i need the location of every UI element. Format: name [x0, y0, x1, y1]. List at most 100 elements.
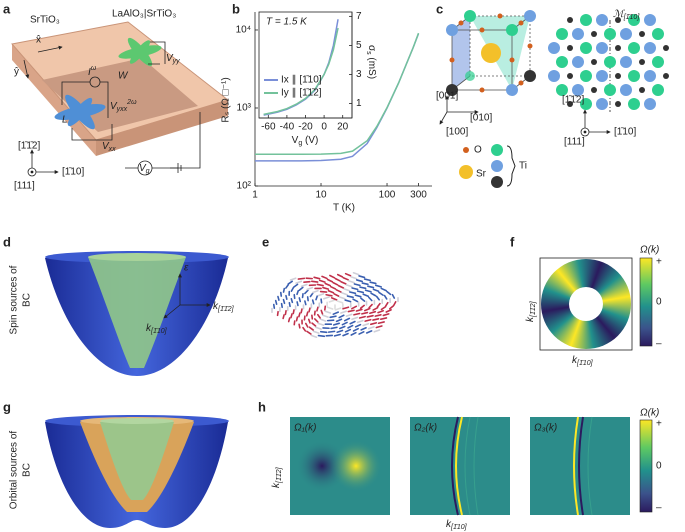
arrow — [366, 314, 374, 318]
arrow — [311, 280, 319, 283]
curvature-maps — [290, 416, 630, 516]
device-schematic — [11, 21, 230, 177]
arrow — [370, 292, 377, 297]
lattice-site — [644, 70, 656, 82]
panel-label: c — [436, 1, 443, 16]
axis-label-part: k — [446, 519, 452, 530]
axis-label: k[1̄1̄2] — [271, 466, 283, 488]
arrow — [372, 288, 380, 292]
arrow — [317, 313, 321, 319]
axis-label: ŷ — [14, 67, 19, 78]
lattice-site — [572, 28, 584, 40]
lattice-site — [596, 98, 608, 110]
arrow — [296, 289, 300, 296]
axis-label: k[1̄10] — [572, 355, 594, 367]
x-tick-label: -60 — [261, 122, 276, 133]
arrow — [364, 318, 372, 322]
x-axis-label: T (K) — [333, 203, 355, 214]
arrow — [391, 293, 396, 299]
lattice-site — [591, 59, 597, 65]
map-frame — [539, 257, 633, 351]
colorbar-label: Ω(k) — [640, 245, 659, 256]
arrow — [385, 309, 392, 313]
x-tick-label: -20 — [298, 122, 313, 133]
arrow — [274, 299, 278, 305]
arrow — [354, 294, 362, 298]
label: Vg — [139, 163, 150, 175]
panel-label: e — [262, 234, 269, 249]
label: ℳ[1̄10] — [613, 9, 640, 21]
vector-field — [271, 271, 399, 339]
y-axis-label-part: s — [365, 51, 372, 55]
arrow — [334, 307, 342, 311]
label: [1̄1̄2] — [562, 95, 584, 106]
arrow — [300, 283, 308, 288]
label: Vxx — [102, 141, 116, 153]
x-axis-label-part: V — [292, 135, 299, 146]
arrow — [311, 299, 315, 305]
arrow — [368, 303, 373, 309]
panel-label: g — [3, 399, 11, 414]
label: W — [118, 71, 129, 82]
arrow — [295, 280, 303, 284]
arrow — [328, 299, 336, 303]
label: [1̄10] — [62, 167, 84, 178]
panel-label: b — [232, 1, 240, 16]
arrow — [380, 317, 388, 320]
arrow — [329, 315, 337, 319]
arrow — [358, 315, 366, 319]
arrow — [297, 277, 306, 280]
arrow — [380, 305, 387, 311]
arrow — [358, 330, 365, 335]
lattice-site — [580, 98, 592, 110]
arrow — [303, 280, 311, 284]
arrow — [296, 301, 299, 307]
arrow — [324, 282, 332, 287]
hall-bar-x — [54, 94, 106, 130]
lattice-site — [615, 101, 621, 107]
arrow — [305, 322, 309, 328]
y-tick-label: 10² — [237, 181, 252, 192]
circuit — [23, 41, 201, 177]
label: [001] — [436, 91, 458, 102]
lattice-site — [556, 28, 568, 40]
arrow — [336, 273, 344, 278]
arrow — [332, 311, 340, 315]
arrow — [289, 277, 297, 281]
arrow — [343, 317, 351, 322]
label-part: [1̄10] — [623, 14, 641, 21]
label: Iω — [88, 65, 97, 78]
arrow — [356, 290, 365, 294]
arrow — [351, 287, 359, 291]
label: LaAlO₃|SrTiO₃ — [112, 9, 176, 20]
arrow — [375, 325, 383, 329]
colorbar-tick: 0 — [656, 461, 662, 472]
arrow — [393, 301, 397, 307]
arrow — [333, 333, 341, 337]
arrow — [335, 288, 342, 293]
label: L — [62, 115, 68, 126]
side-label: BC — [22, 463, 33, 477]
x-tick-label: 1 — [252, 190, 258, 201]
arrow — [292, 283, 299, 288]
arrow — [306, 330, 312, 335]
panel-label: a — [3, 1, 11, 16]
arrow — [298, 286, 304, 292]
arrow — [340, 310, 347, 314]
arrow — [340, 280, 347, 285]
colorbar-tick: + — [656, 419, 662, 430]
arrow — [319, 318, 327, 322]
lattice-site — [591, 31, 597, 37]
arrow — [374, 284, 382, 288]
arrow — [344, 272, 352, 277]
arrow — [347, 309, 355, 313]
arrow — [290, 313, 293, 319]
axis-label-part: [1̄1̄2] — [276, 466, 283, 484]
x-tick-label: 100 — [379, 190, 396, 201]
label-part: V — [166, 53, 174, 64]
arrow — [384, 301, 389, 307]
arrow — [326, 306, 334, 310]
arrow — [344, 299, 352, 303]
arrow — [345, 313, 353, 317]
axis-label: ε — [184, 263, 189, 274]
